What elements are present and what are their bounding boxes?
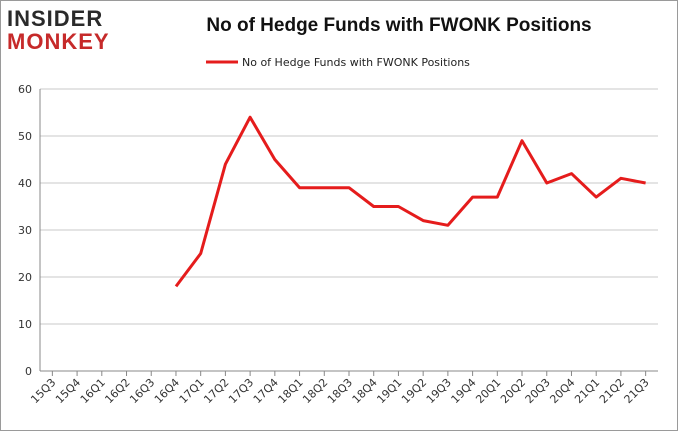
y-tick-label: 40 [18, 177, 32, 190]
x-tick-label: 21Q1 [572, 376, 602, 406]
x-tick-label: 16Q1 [78, 376, 108, 406]
y-tick-label: 0 [25, 365, 32, 378]
x-tick-label: 18Q1 [276, 376, 306, 406]
y-tick-label: 30 [18, 224, 32, 237]
insider-monkey-logo: INSIDER MONKEY [7, 7, 127, 57]
chart-title: No of Hedge Funds with FWONK Positions [206, 15, 592, 36]
x-tick-label: 20Q2 [498, 376, 528, 406]
x-tick-label: 19Q1 [374, 376, 404, 406]
x-tick-label: 17Q4 [251, 376, 281, 406]
logo-line-2: MONKEY [7, 29, 110, 54]
x-tick-label: 21Q3 [622, 376, 652, 406]
x-tick-label: 18Q4 [350, 376, 380, 406]
x-tick-label: 16Q3 [127, 376, 157, 406]
y-tick-label: 60 [18, 83, 32, 96]
x-tick-label: 15Q3 [28, 376, 58, 406]
logo-line-1: INSIDER [7, 6, 104, 31]
y-tick-label: 10 [18, 318, 32, 331]
x-tick-label: 15Q4 [53, 376, 83, 406]
legend-label: No of Hedge Funds with FWONK Positions [242, 56, 470, 69]
y-tick-label: 50 [18, 130, 32, 143]
x-tick-label: 18Q3 [325, 376, 355, 406]
x-tick-label: 16Q2 [102, 376, 132, 406]
x-tick-label: 17Q1 [177, 376, 207, 406]
series-line [174, 115, 646, 288]
x-tick-label: 19Q2 [399, 376, 429, 406]
x-tick-label: 17Q2 [201, 376, 231, 406]
y-tick-label: 20 [18, 271, 32, 284]
x-tick-label: 16Q4 [152, 376, 182, 406]
x-tick-label: 19Q3 [424, 376, 454, 406]
x-tick-label: 19Q4 [449, 376, 479, 406]
x-tick-label: 18Q2 [300, 376, 330, 406]
x-tick-label: 21Q2 [597, 376, 627, 406]
x-tick-label: 20Q3 [523, 376, 553, 406]
x-tick-label: 20Q4 [547, 376, 577, 406]
x-tick-label: 20Q1 [473, 376, 503, 406]
x-tick-label: 17Q3 [226, 376, 256, 406]
